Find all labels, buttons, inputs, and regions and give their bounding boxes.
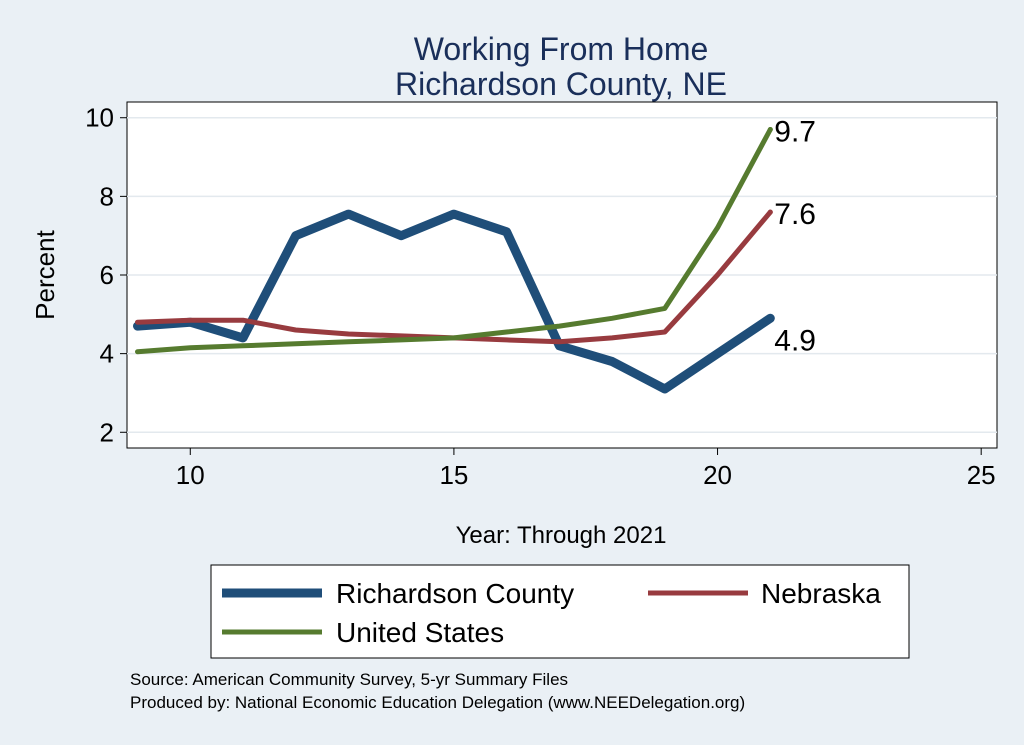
chart-title-line-1: Working From Home bbox=[414, 31, 709, 67]
series-end-point-0 bbox=[767, 315, 773, 321]
series-line-richardson-county bbox=[133, 209, 775, 394]
y-tick-label-10: 10 bbox=[85, 103, 114, 133]
end-label-richardson-county: 4.9 bbox=[774, 324, 816, 357]
legend: Richardson County Nebraska United States bbox=[210, 564, 910, 659]
series-group bbox=[133, 127, 775, 394]
legend-label-nebraska: Nebraska bbox=[761, 578, 881, 609]
y-tick-label-2: 2 bbox=[100, 417, 114, 447]
x-axis-label: Year: Through 2021 bbox=[456, 522, 667, 549]
y-tick-label-8: 8 bbox=[100, 181, 114, 211]
series-end-point-2 bbox=[767, 127, 773, 133]
end-label-nebraska: 7.6 bbox=[774, 198, 816, 231]
x-tick-label-20: 20 bbox=[703, 460, 732, 490]
chart-title-line-2: Richardson County, NE bbox=[395, 66, 727, 102]
producer-note: Produced by: National Economic Education… bbox=[130, 693, 745, 712]
end-label-united-states: 9.7 bbox=[774, 116, 816, 149]
x-tick-label-10: 10 bbox=[176, 460, 205, 490]
x-tick-label-25: 25 bbox=[967, 460, 996, 490]
legend-label-richardson-county: Richardson County bbox=[336, 578, 574, 609]
y-tick-label-4: 4 bbox=[100, 339, 114, 369]
y-tick-label-6: 6 bbox=[100, 260, 114, 290]
end-labels: 4.9 7.6 9.7 bbox=[774, 116, 816, 358]
legend-box bbox=[210, 564, 910, 659]
source-note: Source: American Community Survey, 5-yr … bbox=[130, 670, 568, 689]
series-line-united-states bbox=[135, 127, 773, 355]
series-end-point-1 bbox=[767, 209, 773, 215]
axes: 2 4 6 8 10 10 15 20 25 bbox=[85, 103, 996, 490]
grid-lines bbox=[127, 116, 997, 434]
x-tick-label-15: 15 bbox=[439, 460, 468, 490]
legend-label-united-states: United States bbox=[336, 617, 504, 648]
y-axis-label: Percent bbox=[30, 229, 60, 319]
